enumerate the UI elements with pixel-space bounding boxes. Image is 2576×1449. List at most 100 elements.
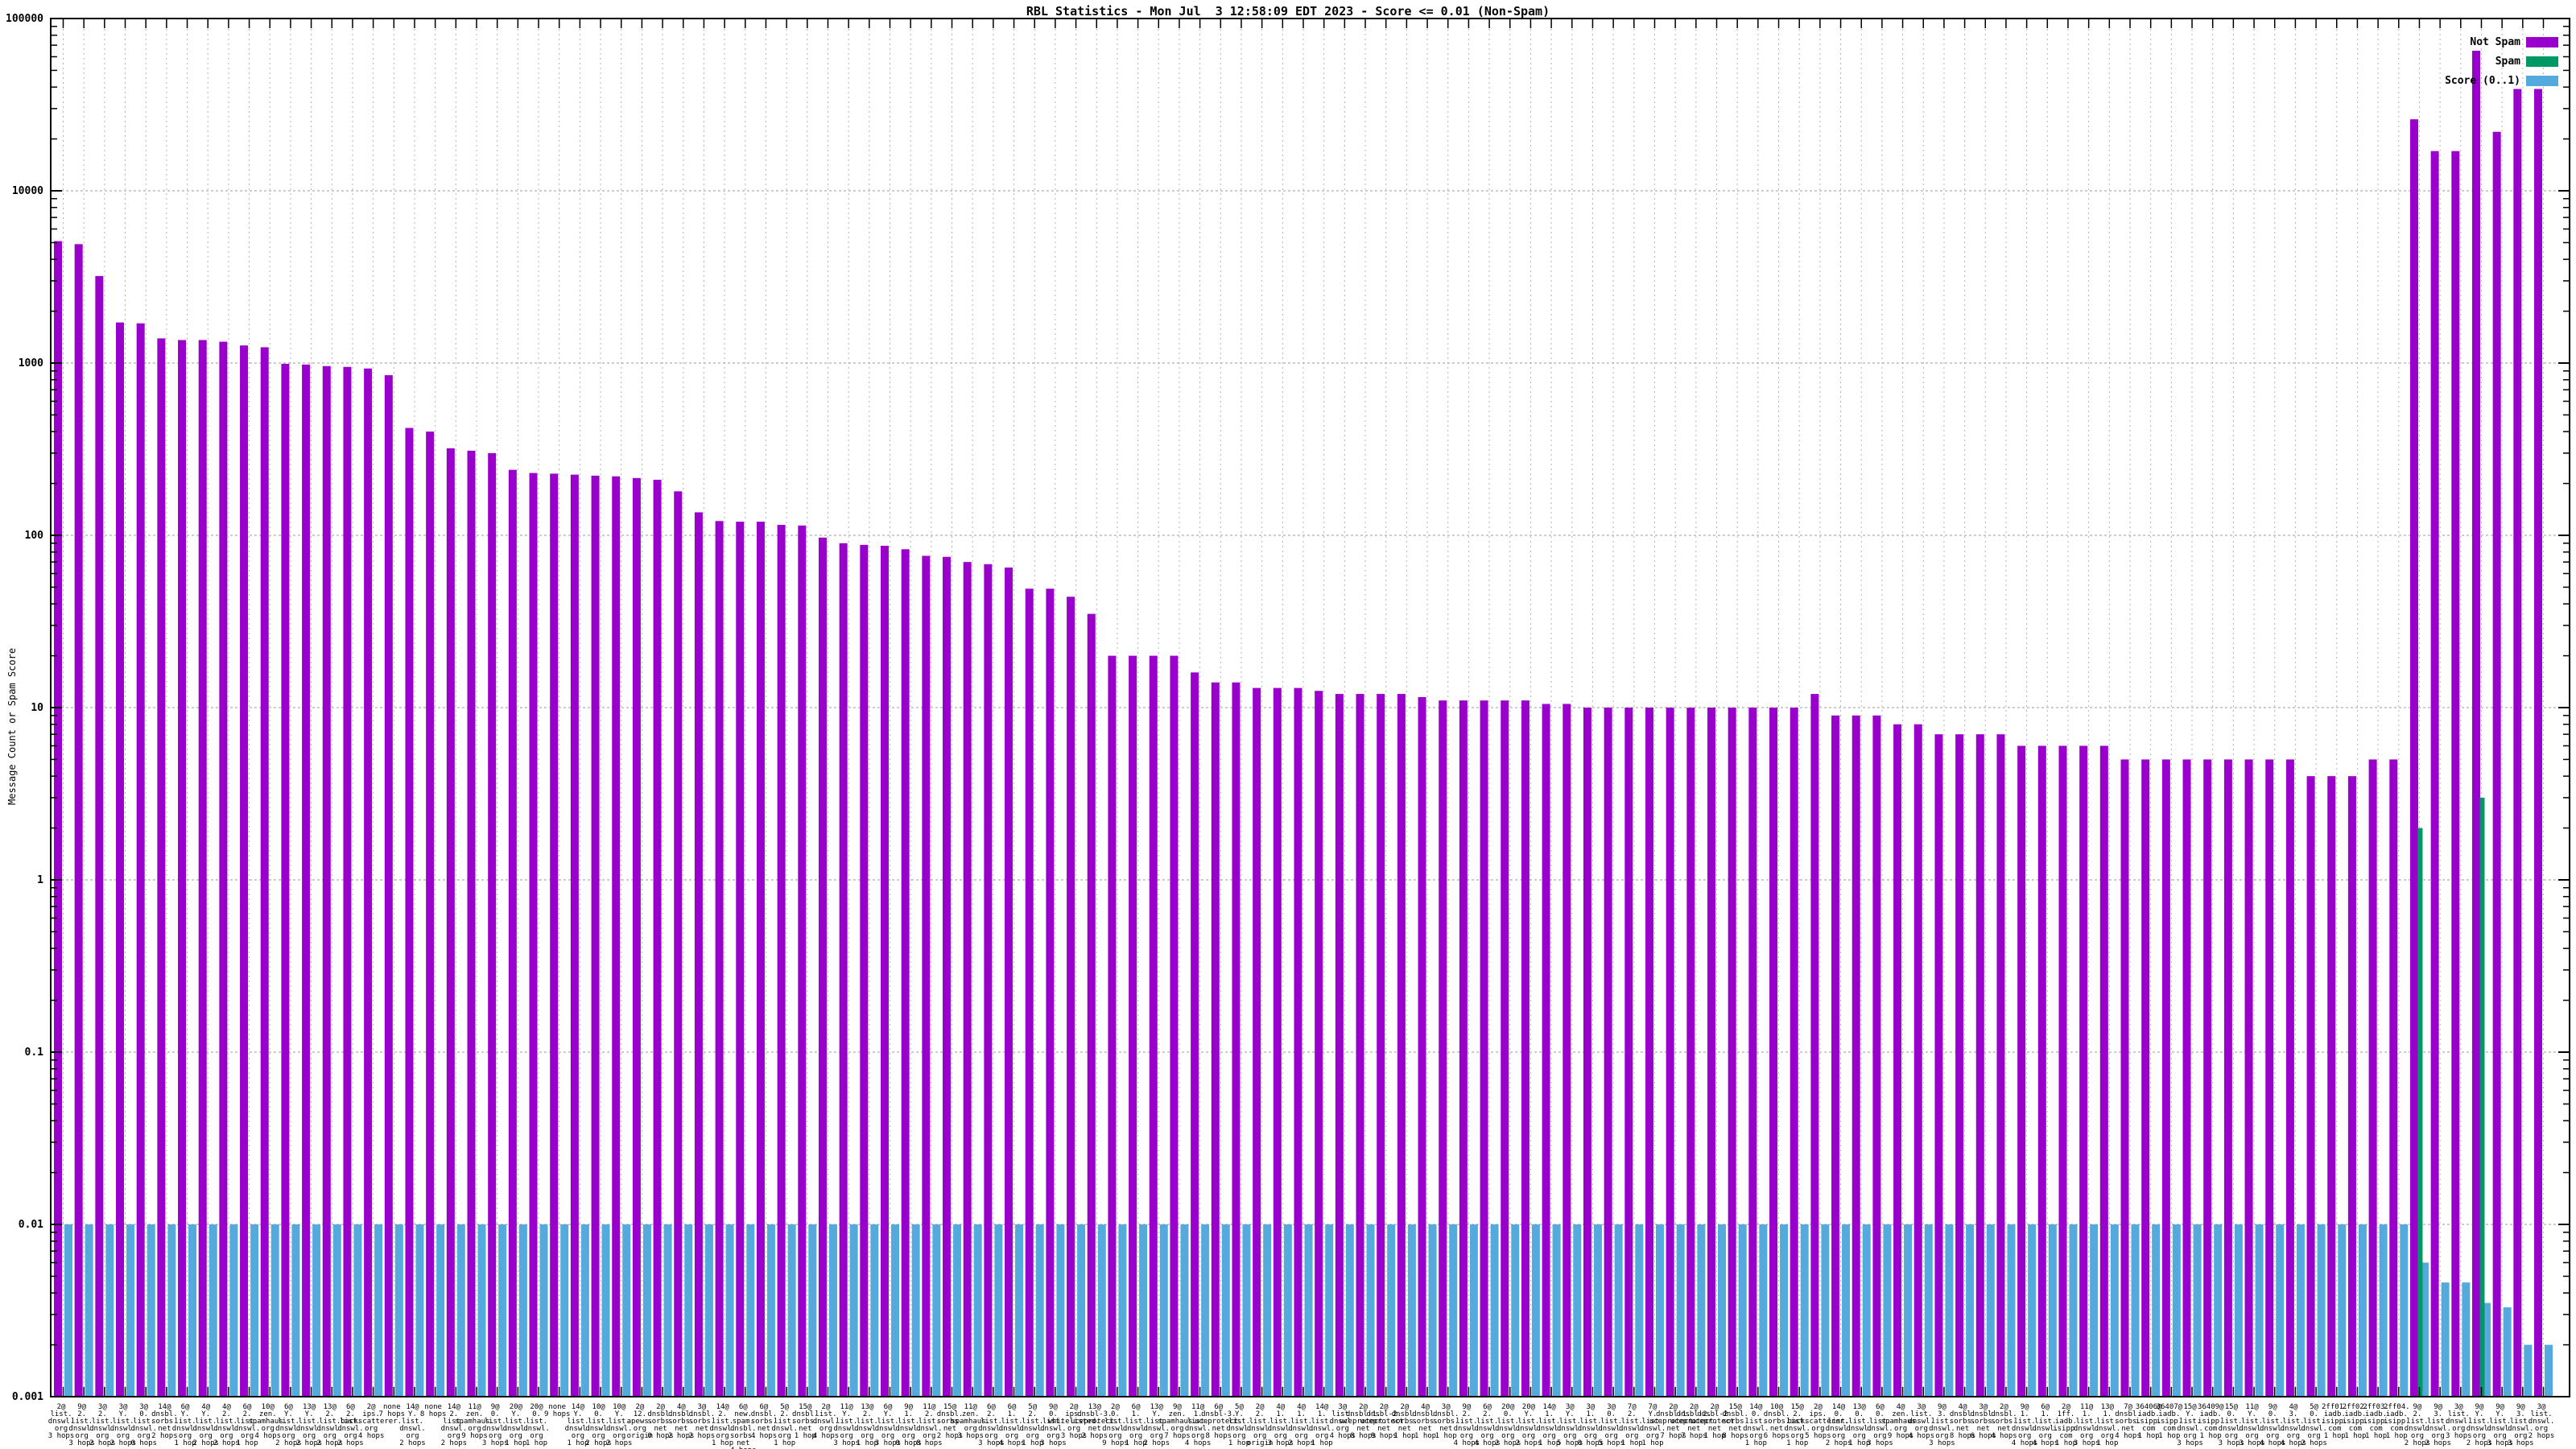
- svg-text:8 hops: 8 hops: [1350, 1432, 1377, 1440]
- svg-text:20@: 20@: [1501, 1403, 1515, 1411]
- svg-text:dnswl.: dnswl.: [1288, 1425, 1315, 1433]
- svg-text:3 hops: 3 hops: [2239, 1439, 2265, 1447]
- svg-text:iadb.: iadb.: [2200, 1410, 2222, 1418]
- svg-text:4 hops: 4 hops: [1330, 1432, 1356, 1440]
- svg-text:2@: 2@: [635, 1403, 644, 1411]
- svg-text:9@: 9@: [1938, 1403, 1946, 1411]
- svg-text:2 hops: 2 hops: [441, 1439, 468, 1447]
- svg-text:13@: 13@: [324, 1403, 337, 1411]
- svg-text:spamhaus.: spamhaus.: [1158, 1418, 1197, 1426]
- svg-text:6@: 6@: [884, 1403, 893, 1411]
- svg-text:net: net: [1729, 1425, 1742, 1433]
- svg-text:Y.: Y.: [284, 1410, 293, 1418]
- svg-text:org: org: [530, 1432, 543, 1440]
- svg-text:Y.: Y.: [201, 1410, 210, 1418]
- svg-text:dnswl.: dnswl.: [1309, 1425, 1335, 1433]
- svg-text:1.: 1.: [2103, 1410, 2112, 1418]
- svg-text:36409@: 36409@: [2198, 1403, 2224, 1411]
- svg-text:2.: 2.: [1628, 1410, 1637, 1418]
- svg-text:isipp.: isipp.: [2157, 1418, 2183, 1426]
- svg-text:dnswl.: dnswl.: [1454, 1425, 1480, 1433]
- svg-text:3 hops: 3 hops: [957, 1432, 984, 1440]
- svg-text:org: org: [1170, 1425, 1183, 1433]
- svg-text:list.: list.: [340, 1418, 361, 1426]
- svg-text:3.: 3.: [2434, 1410, 2442, 1418]
- svg-text:3 hops: 3 hops: [2074, 1439, 2100, 1447]
- svg-text:org: org: [324, 1432, 336, 1440]
- svg-text:org: org: [1832, 1432, 1845, 1440]
- svg-text:3@: 3@: [2454, 1403, 2463, 1411]
- legend-item: Spam: [2445, 52, 2558, 71]
- svg-text:3.: 3.: [1938, 1410, 1946, 1418]
- svg-text:list.: list.: [2241, 1418, 2263, 1426]
- svg-text:1.: 1.: [1132, 1410, 1141, 1418]
- svg-text:dnswl.: dnswl.: [2095, 1425, 2121, 1433]
- svg-text:5 hops: 5 hops: [1557, 1439, 1583, 1447]
- svg-text:6@: 6@: [1132, 1403, 1141, 1411]
- svg-text:dnsbl.: dnsbl.: [751, 1410, 778, 1418]
- svg-text:0.: 0.: [491, 1410, 500, 1418]
- svg-text:org: org: [716, 1432, 729, 1440]
- svg-text:2 hops: 2 hops: [151, 1432, 178, 1440]
- svg-text:0.: 0.: [1752, 1410, 1761, 1418]
- svg-text:zen.: zen.: [1169, 1410, 1187, 1418]
- svg-text:org: org: [55, 1425, 68, 1433]
- svg-text:2.: 2.: [77, 1410, 86, 1418]
- svg-text:9@: 9@: [2021, 1403, 2029, 1411]
- svg-text:2.: 2.: [987, 1410, 996, 1418]
- svg-text:2 hops: 2 hops: [2405, 1439, 2431, 1447]
- svg-text:sorbs.: sorbs.: [937, 1418, 964, 1426]
- svg-text:dnswl.: dnswl.: [1743, 1425, 1769, 1433]
- svg-text:15@: 15@: [2183, 1403, 2197, 1411]
- svg-text:org: org: [510, 1432, 522, 1440]
- svg-text:3@: 3@: [698, 1403, 707, 1411]
- svg-text:3 hops: 3 hops: [1268, 1439, 1294, 1447]
- svg-text:org: org: [1915, 1425, 1928, 1433]
- svg-text:1 hop: 1 hop: [567, 1439, 588, 1447]
- svg-text:org: org: [1853, 1432, 1866, 1440]
- svg-text:9@: 9@: [1462, 1403, 1471, 1411]
- svg-text:isipp.: isipp.: [2363, 1418, 2389, 1426]
- svg-text:14@: 14@: [1749, 1403, 1763, 1411]
- svg-text:list.: list.: [1848, 1418, 1870, 1426]
- svg-text:dnswl.: dnswl.: [2529, 1418, 2555, 1426]
- svg-text:2@: 2@: [57, 1403, 66, 1411]
- svg-text:2@: 2@: [822, 1403, 831, 1411]
- svg-text:3@: 3@: [1917, 1403, 1926, 1411]
- svg-text:1 hop: 1 hop: [2386, 1432, 2408, 1440]
- svg-text:0.: 0.: [594, 1410, 603, 1418]
- svg-text:3 hops: 3 hops: [48, 1432, 75, 1440]
- svg-text:list.: list.: [567, 1418, 588, 1426]
- svg-text:org: org: [2039, 1432, 2052, 1440]
- svg-text:net: net: [1687, 1425, 1700, 1433]
- svg-text:com: com: [2328, 1425, 2341, 1433]
- svg-text:1.: 1.: [1008, 1410, 1017, 1418]
- svg-text:org: org: [1460, 1432, 1473, 1440]
- svg-text:iadb.: iadb.: [2386, 1410, 2408, 1418]
- svg-text:8 hops: 8 hops: [1950, 1432, 1976, 1440]
- svg-text:org: org: [2287, 1432, 2300, 1440]
- svg-text:4 hops: 4 hops: [999, 1439, 1026, 1447]
- svg-text:5@: 5@: [2310, 1403, 2318, 1411]
- svg-text:dnsbl.: dnsbl.: [668, 1410, 695, 1418]
- svg-text:Y.: Y.: [1525, 1410, 1534, 1418]
- svg-text:uceprotect.: uceprotect.: [1071, 1418, 1119, 1426]
- svg-text:org: org: [1584, 1432, 1597, 1440]
- svg-text:list.: list.: [1910, 1410, 1932, 1418]
- svg-text:1 hop: 1 hop: [1848, 1439, 1870, 1447]
- svg-text:dnswl.: dnswl.: [2239, 1425, 2265, 1433]
- svg-text:2 hops: 2 hops: [337, 1439, 364, 1447]
- svg-text:sorbs.: sorbs.: [1764, 1418, 1790, 1426]
- svg-text:dnswl.: dnswl.: [854, 1425, 881, 1433]
- svg-text:6@: 6@: [346, 1403, 355, 1411]
- svg-text:dnsbl-3.: dnsbl-3.: [1201, 1410, 1236, 1418]
- svg-text:7 hops: 7 hops: [1660, 1432, 1686, 1440]
- svg-text:2@: 2@: [1111, 1403, 1120, 1411]
- svg-text:list.: list.: [402, 1418, 423, 1426]
- svg-text:org: org: [344, 1432, 357, 1440]
- svg-text:dnswl.: dnswl.: [978, 1425, 1005, 1433]
- svg-text:iadb.: iadb.: [2158, 1410, 2180, 1418]
- svg-text:list.: list.: [2468, 1418, 2490, 1426]
- svg-text:sorbs.: sorbs.: [1950, 1418, 1976, 1426]
- svg-text:zen.: zen.: [962, 1410, 980, 1418]
